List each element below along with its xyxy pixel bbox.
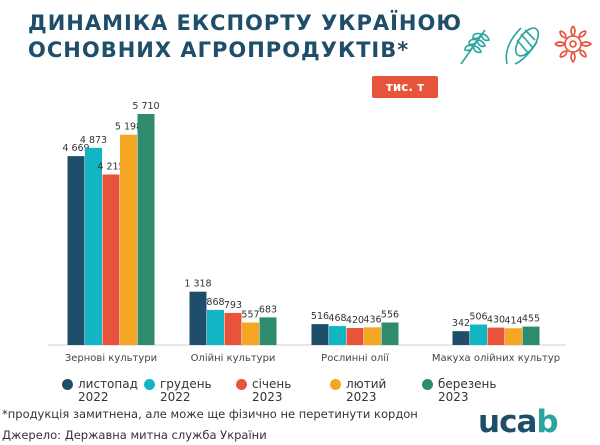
- category-label-2: Рослинні олії: [321, 352, 389, 364]
- data-label-0-1: 4 873: [80, 135, 107, 146]
- data-label-0-2: 4 215: [97, 161, 124, 172]
- footnote: *продукція замитнена, але може ще фізичн…: [2, 407, 418, 421]
- bar-1-1: [207, 309, 224, 345]
- logo-main: uca: [478, 404, 537, 440]
- legend-item-series-0: листопад 2022: [62, 377, 138, 404]
- data-label-3-1: 506: [469, 312, 487, 323]
- data-label-0-3: 5 198: [115, 122, 142, 133]
- legend-item-series-1: грудень 2022: [144, 377, 212, 404]
- legend-item-series-2: січень 2023: [236, 377, 292, 404]
- data-label-2-3: 436: [363, 314, 381, 325]
- data-label-1-4: 683: [259, 304, 277, 315]
- bar-3-4: [522, 326, 540, 345]
- data-label-3-0: 342: [452, 318, 470, 329]
- wheat-icon: [460, 29, 491, 65]
- legend-label-series-0: листопад 2022: [78, 377, 138, 404]
- bar-0-4: [137, 114, 155, 345]
- sunflower-icon: [554, 25, 593, 64]
- data-label-1-1: 868: [206, 297, 224, 308]
- bar-1-4: [259, 317, 277, 345]
- data-label-3-2: 430: [487, 315, 505, 326]
- data-label-2-1: 468: [328, 313, 346, 324]
- title-line-1: ДИНАМІКА ЕКСПОРТУ УКРАЇНОЮ: [28, 11, 463, 35]
- legend-item-series-4: березень 2023: [422, 377, 497, 404]
- legend-swatch-series-0: [62, 379, 73, 390]
- data-label-2-0: 516: [311, 311, 329, 322]
- legend-swatch-series-4: [422, 379, 433, 390]
- data-label-1-3: 557: [241, 309, 259, 320]
- bar-1-2: [224, 312, 242, 345]
- bar-3-2: [487, 327, 505, 345]
- bar-0-1: [85, 147, 102, 345]
- legend-swatch-series-3: [330, 379, 341, 390]
- legend-label-series-3: лютий 2023: [346, 377, 387, 404]
- logo-accent: b: [536, 404, 558, 440]
- legend-swatch-series-1: [144, 379, 155, 390]
- agro-icons: [460, 25, 593, 65]
- data-label-1-2: 793: [224, 300, 242, 311]
- source-note: Джерело: Державна митна служба України: [2, 428, 267, 442]
- legend-label-series-2: січень 2023: [252, 377, 292, 404]
- bar-3-3: [505, 328, 522, 345]
- data-label-0-0: 4 669: [62, 143, 89, 154]
- bar-2-3: [364, 327, 381, 345]
- legend-label-series-1: грудень 2022: [160, 377, 212, 404]
- data-label-3-3: 414: [504, 315, 522, 326]
- bar-1-3: [242, 322, 259, 345]
- bar-0-2: [102, 174, 120, 345]
- bar-0-3: [120, 134, 137, 345]
- chart-title: ДИНАМІКА ЕКСПОРТУ УКРАЇНОЮ ОСНОВНИХ АГРО…: [28, 10, 462, 64]
- category-label-1: Олійні культури: [191, 352, 276, 364]
- bar-2-0: [311, 324, 329, 345]
- legend-swatch-series-2: [236, 379, 247, 390]
- category-label-0: Зернові культури: [65, 352, 157, 364]
- data-label-3-4: 455: [522, 314, 540, 325]
- bar-0-0: [67, 156, 85, 345]
- bar-2-2: [346, 328, 364, 345]
- bar-3-1: [470, 324, 487, 345]
- bar-2-1: [329, 326, 346, 345]
- legend-label-series-4: березень 2023: [438, 377, 497, 404]
- title-line-2: ОСНОВНИХ АГРОПРОДУКТІВ*: [28, 38, 410, 62]
- data-label-1-0: 1 318: [184, 279, 211, 290]
- legend: листопад 2022 грудень 2022 січень 2023 люти…: [40, 378, 580, 408]
- data-label-0-4: 5 710: [132, 101, 159, 112]
- bar-1-0: [189, 291, 207, 345]
- ucab-logo: ucab: [478, 404, 559, 440]
- corn-icon: [505, 27, 540, 65]
- unit-badge: тис. т: [372, 76, 438, 98]
- data-label-2-4: 556: [381, 310, 399, 321]
- category-label-3: Макуха олійних культур: [432, 352, 560, 364]
- data-label-2-2: 420: [346, 315, 364, 326]
- legend-item-series-3: лютий 2023: [330, 377, 387, 404]
- bar-2-4: [381, 322, 399, 345]
- bar-3-0: [452, 331, 470, 345]
